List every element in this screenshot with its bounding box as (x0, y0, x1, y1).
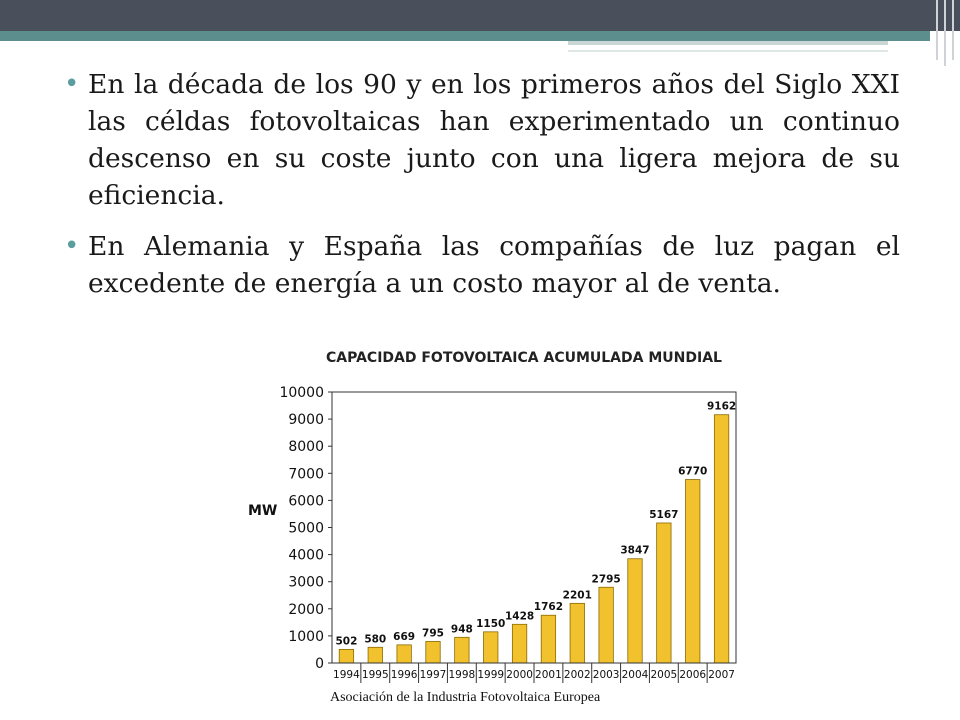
data-label-2000: 1428 (505, 610, 534, 622)
slide-content: En la década de los 90 y en los primeros… (60, 66, 900, 316)
y-tick-label: 8000 (288, 439, 324, 455)
bar-1998 (454, 636, 470, 664)
source-caption: Asociación de la Industria Fotovoltaica … (330, 690, 601, 705)
bar-2002 (569, 602, 585, 664)
y-tick-label: 7000 (288, 466, 324, 482)
data-label-1999: 1150 (476, 618, 505, 630)
x-tick-label-2002: 2002 (564, 669, 591, 681)
bar-chart: CAPACIDAD FOTOVOLTAICA ACUMULADA MUNDIAL… (240, 340, 760, 690)
x-tick-label-1997: 1997 (420, 669, 447, 681)
top-header-bar (0, 0, 960, 31)
y-axis-label: MW (248, 503, 277, 519)
bar-2003 (598, 586, 614, 664)
y-tick-label: 4000 (288, 548, 324, 564)
bar-1996 (396, 644, 412, 664)
bar-1999 (483, 631, 499, 664)
accent-strip (0, 31, 930, 41)
corner-decoration-line (936, 0, 938, 60)
x-tick-label-1999: 1999 (477, 669, 504, 681)
data-label-2006: 6770 (678, 466, 707, 478)
data-label-2003: 2795 (592, 573, 621, 585)
bullet-list: En la década de los 90 y en los primeros… (60, 66, 900, 302)
bar-2007 (713, 414, 730, 664)
corner-decoration-line (952, 0, 954, 60)
y-tick-label: 2000 (288, 602, 324, 618)
data-label-1996: 669 (393, 631, 415, 643)
x-tick-label-1996: 1996 (391, 669, 418, 681)
x-tick-label-2006: 2006 (679, 669, 706, 681)
chart-title: CAPACIDAD FOTOVOLTAICA ACUMULADA MUNDIAL (326, 350, 722, 366)
x-tick-label-2005: 2005 (650, 669, 677, 681)
x-tick-label-2003: 2003 (593, 669, 620, 681)
data-label-2002: 2201 (563, 589, 592, 601)
x-tick-label-1998: 1998 (448, 669, 475, 681)
bar-2005 (656, 522, 672, 664)
data-label-2004: 3847 (620, 545, 649, 557)
y-tick-label: 10000 (279, 385, 324, 401)
x-tick-label-2007: 2007 (708, 669, 735, 681)
data-label-1994: 502 (335, 635, 357, 647)
y-tick-label: 0 (315, 656, 324, 672)
bullet-item: En la década de los 90 y en los primeros… (60, 66, 900, 214)
x-tick-label-2000: 2000 (506, 669, 533, 681)
bullet-item: En Alemania y España las compañías de lu… (60, 228, 900, 302)
x-tick-label-2004: 2004 (622, 669, 649, 681)
x-tick-label-2001: 2001 (535, 669, 562, 681)
chart-canvas: CAPACIDAD FOTOVOLTAICA ACUMULADA MUNDIAL… (248, 350, 737, 683)
data-label-2005: 5167 (649, 509, 678, 521)
data-label-2001: 1762 (534, 601, 563, 613)
bar-1997 (425, 641, 441, 664)
y-axis-ticks: 0 1000 2000 3000 4000 5000 6000 7000 8000 9000 100… (279, 385, 332, 672)
x-tick-label-1994: 1994 (333, 669, 360, 681)
bar-2004 (627, 558, 643, 664)
bar-2006 (685, 479, 701, 664)
accent-strip-highlight (568, 41, 888, 45)
data-label-2007: 9162 (707, 401, 736, 413)
y-tick-label: 3000 (288, 575, 324, 591)
corner-decoration-line (944, 0, 946, 66)
y-tick-label: 6000 (288, 493, 324, 509)
y-tick-label: 5000 (288, 521, 324, 537)
y-tick-label: 1000 (288, 629, 324, 645)
y-tick-label: 9000 (288, 412, 324, 428)
data-label-1995: 580 (364, 633, 386, 645)
accent-strip-line (568, 50, 888, 52)
bar-1994 (338, 648, 355, 664)
x-axis-ticks: 1994 1995 1996 1997 1998 1999 2000 2001 2002 2003… (333, 663, 735, 683)
bar-2001 (540, 614, 557, 664)
x-tick-label-1995: 1995 (362, 669, 389, 681)
data-label-1998: 948 (451, 623, 473, 635)
plot-frame (331, 391, 737, 664)
data-label-1997: 795 (422, 627, 444, 639)
bar-series (338, 414, 730, 664)
bar-2000 (511, 623, 528, 664)
bar-1995 (367, 646, 383, 664)
